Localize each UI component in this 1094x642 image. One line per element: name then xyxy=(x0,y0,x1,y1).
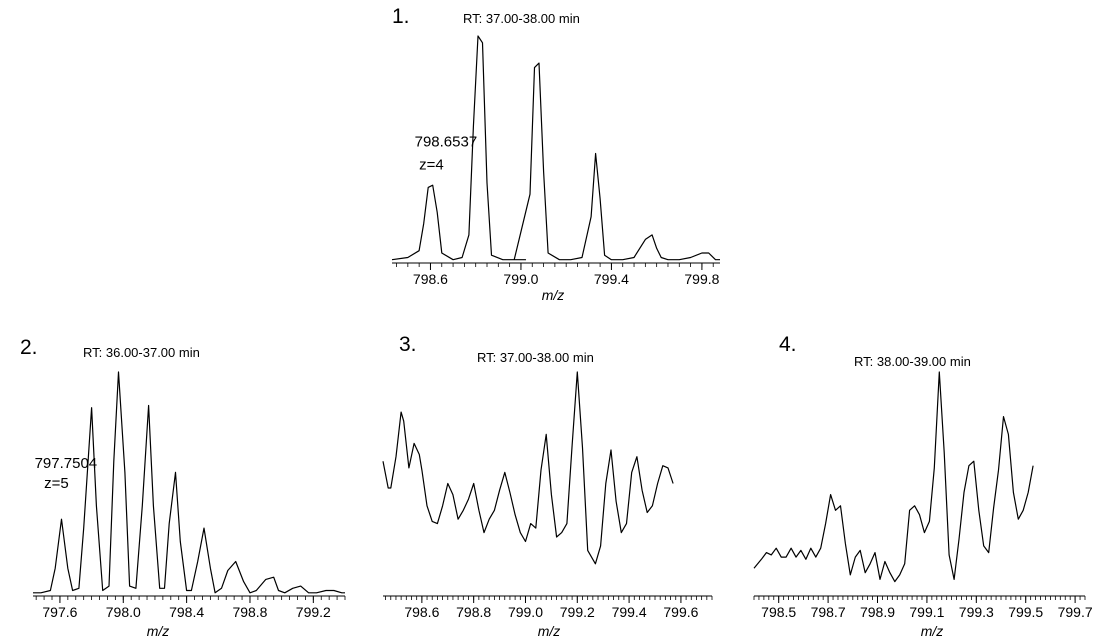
x-tick-label: 799.4 xyxy=(612,604,647,620)
x-tick-label: 798.7 xyxy=(811,604,846,620)
spectrum-line xyxy=(753,371,1034,583)
peak-annotation: 798.6537 xyxy=(415,134,478,151)
x-axis-title: m/z xyxy=(921,623,944,639)
panel-number-label: 3. xyxy=(399,333,417,356)
panel-number-label: 2. xyxy=(20,336,38,359)
x-tick-label: 798.6 xyxy=(413,271,448,287)
peak-annotation: z=4 xyxy=(419,156,444,173)
x-tick-label: 797.6 xyxy=(42,604,77,620)
x-tick-label: 798.0 xyxy=(106,604,141,620)
x-tick-label: 798.6 xyxy=(404,604,439,620)
spectrum-line xyxy=(391,35,720,261)
retention-time-label: RT: 37.00-38.00 min xyxy=(463,11,580,26)
x-tick-label: 799.0 xyxy=(503,271,538,287)
x-tick-label: 799.5 xyxy=(1008,604,1043,620)
x-tick-label: 799.7 xyxy=(1058,604,1093,620)
x-tick-label: 799.6 xyxy=(663,604,698,620)
peak-annotation: 797.7504 xyxy=(35,455,98,472)
x-tick-label: 799.2 xyxy=(296,604,331,620)
spectrum-panel-1: 1. RT: 37.00-38.00 min m/z 798.6 799.0 799… xyxy=(391,5,720,303)
spectrum-panel-3: 3. RT: 37.00-38.00 min m/z 798.6 798.8 799… xyxy=(382,333,713,639)
spectrum-panel-4: 4. RT: 38.00-39.00 min m/z 798.5 798.7 798… xyxy=(753,333,1093,639)
x-tick-label: 798.8 xyxy=(456,604,491,620)
x-axis-title: m/z xyxy=(147,623,170,639)
x-axis-title: m/z xyxy=(538,623,561,639)
x-tick-label: 799.0 xyxy=(508,604,543,620)
peak-annotation: z=5 xyxy=(44,475,69,492)
panel-number-label: 4. xyxy=(779,333,797,356)
x-axis-title: m/z xyxy=(542,287,565,303)
spectrum-panel-2: 2. RT: 36.00-37.00 min m/z 797.6 798.0 798… xyxy=(20,336,346,639)
x-tick-label: 798.8 xyxy=(232,604,267,620)
x-tick-label: 799.4 xyxy=(594,271,629,287)
panel-number-label: 1. xyxy=(392,5,410,28)
x-tick-label: 798.5 xyxy=(761,604,796,620)
x-tick-label: 798.9 xyxy=(860,604,895,620)
spectrum-line xyxy=(382,371,674,565)
retention-time-label: RT: 36.00-37.00 min xyxy=(83,345,200,360)
x-tick-label: 799.3 xyxy=(959,604,994,620)
x-tick-label: 799.8 xyxy=(684,271,719,287)
x-tick-label: 799.2 xyxy=(560,604,595,620)
x-tick-label: 798.4 xyxy=(169,604,204,620)
retention-time-label: RT: 38.00-39.00 min xyxy=(854,354,971,369)
retention-time-label: RT: 37.00-38.00 min xyxy=(477,350,594,365)
x-tick-label: 799.1 xyxy=(909,604,944,620)
spectrum-line xyxy=(33,371,345,594)
